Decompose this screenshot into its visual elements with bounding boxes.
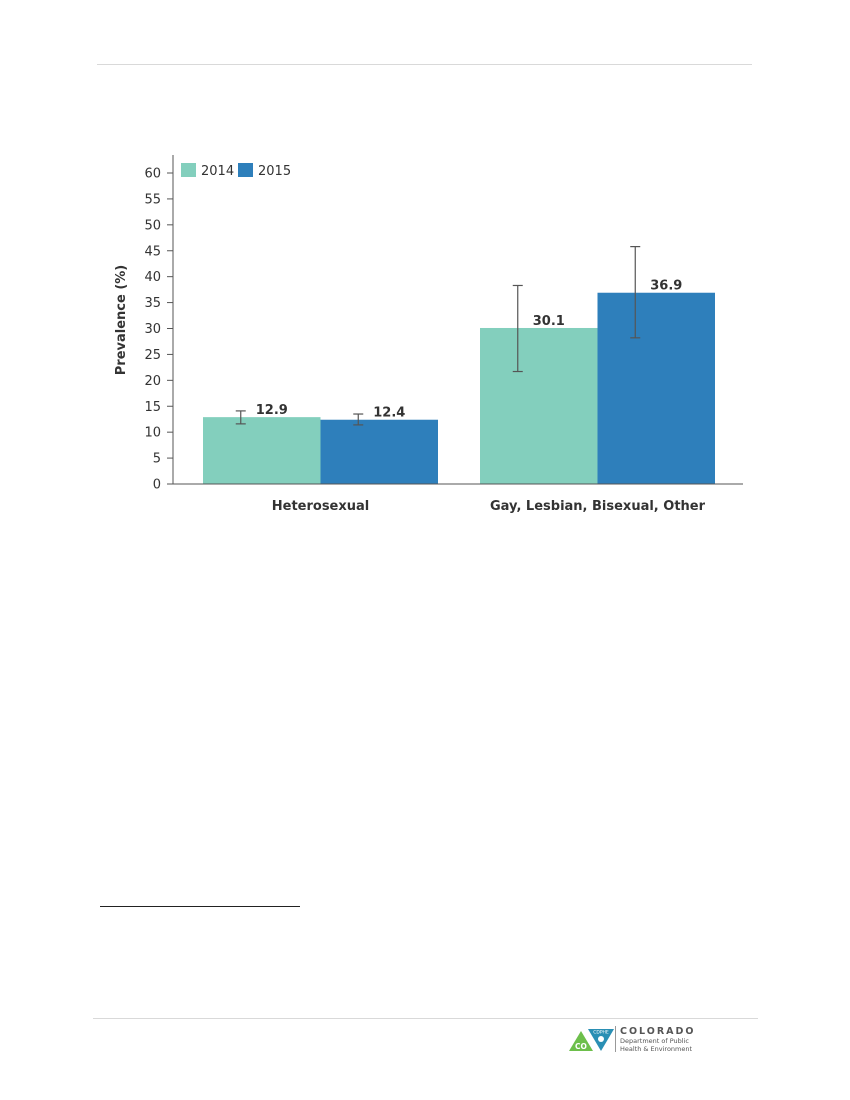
y-tick-label: 5: [153, 452, 161, 467]
logo-triangle-left: [569, 1031, 593, 1051]
data-label: 30.1: [533, 314, 565, 329]
logo-co-text: CO: [575, 1042, 587, 1051]
y-tick-label: 50: [144, 218, 161, 233]
y-tick-label: 30: [144, 322, 161, 337]
legend-label: 2015: [258, 164, 291, 179]
data-label: 12.9: [256, 403, 288, 418]
logo-badge-text: CDPHE: [593, 1029, 609, 1035]
y-axis-label: Prevalence (%): [114, 265, 129, 376]
logo-line-1: Department of Public: [620, 1037, 689, 1045]
value-labels: 12.9 30.1 12.4 36.9: [256, 279, 683, 421]
logo-emblem-icon: [598, 1036, 604, 1042]
bar-2015-1: [320, 419, 438, 484]
y-tick-label: 0: [153, 478, 161, 493]
y-tick-label: 40: [144, 270, 161, 285]
bar-2014-2: [480, 327, 598, 484]
footnote-rule: [100, 906, 300, 907]
legend-swatch-2015: [238, 163, 253, 177]
logo-line-2: Health & Environment: [620, 1045, 693, 1053]
y-tick-label: 45: [144, 244, 161, 259]
footer-rule: [93, 1018, 758, 1019]
bar-2015-2: [597, 292, 715, 484]
legend: 2014 2015: [181, 163, 291, 179]
x-axis: Heterosexual Gay, Lesbian, Bisexual, Othe…: [173, 483, 743, 514]
bars: [203, 292, 715, 484]
y-tick-label: 10: [144, 426, 161, 441]
y-axis: 0 5 10 15 20 25 30 35 40 45 50 55 60: [144, 155, 174, 493]
legend-swatch-2014: [181, 163, 196, 177]
y-tick-label: 60: [144, 167, 161, 182]
cdphe-logo-mark: CDPHE CO: [569, 1029, 614, 1051]
logo-name: COLORADO: [620, 1026, 696, 1037]
y-tick-label: 20: [144, 374, 161, 389]
logo-badge: [591, 1029, 611, 1034]
data-label: 36.9: [650, 279, 682, 294]
y-tick-label: 55: [144, 192, 161, 207]
legend-label: 2014: [201, 164, 234, 179]
logo-divider: [615, 1026, 616, 1052]
header-rule: [97, 64, 752, 65]
error-bars: [235, 246, 641, 426]
x-category-label: Gay, Lesbian, Bisexual, Other: [490, 499, 706, 514]
y-tick-label: 35: [144, 296, 161, 311]
data-label: 12.4: [373, 406, 405, 421]
bar-chart: 0 5 10 15 20 25 30 35 40 45 50 55 60 12.9 30.1 12.4 36.…: [114, 155, 743, 514]
logo-text: COLORADO Department of Public Health & E…: [620, 1026, 695, 1053]
bar-2014-1: [203, 417, 321, 484]
x-category-label: Heterosexual: [272, 499, 370, 514]
y-tick-label: 15: [144, 400, 161, 415]
y-tick-label: 25: [144, 348, 161, 363]
